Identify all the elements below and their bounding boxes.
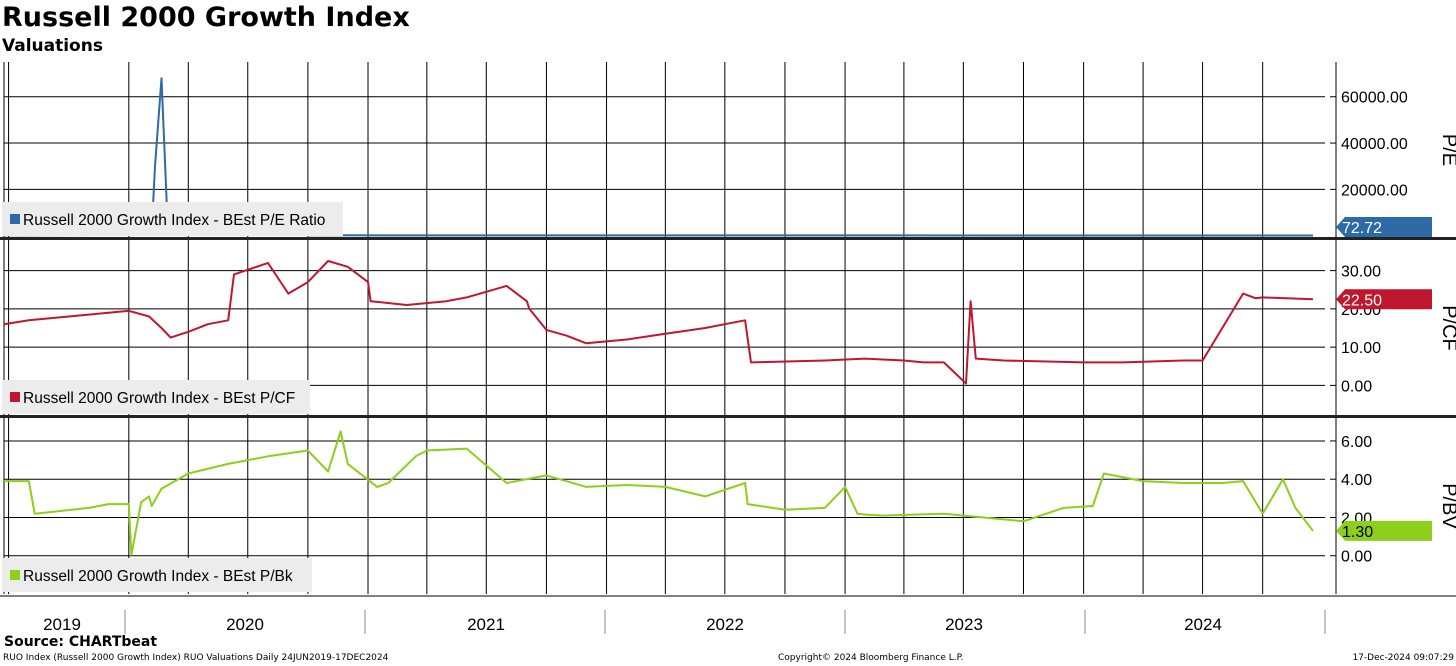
legend-box bbox=[2, 380, 310, 414]
legend-label: Russell 2000 Growth Index - BEst P/CF bbox=[23, 390, 295, 407]
chart-title: Russell 2000 Growth Index bbox=[2, 2, 410, 33]
last-value-badge bbox=[1336, 289, 1432, 310]
y-tick-label: 30.00 bbox=[1341, 264, 1381, 281]
y-tick-label: 40000.00 bbox=[1341, 136, 1408, 153]
y-tick-label: 10.00 bbox=[1341, 340, 1381, 357]
last-value-label: 72.72 bbox=[1342, 220, 1382, 237]
x-tick-label: 2019 bbox=[43, 615, 81, 634]
panel-separator bbox=[0, 237, 1456, 240]
series-line bbox=[4, 430, 1314, 556]
y-axis-title: P/BV bbox=[1438, 483, 1456, 529]
x-tick-label: 2020 bbox=[226, 615, 264, 634]
series-line bbox=[3, 260, 1314, 385]
y-axis-title: P/E bbox=[1438, 134, 1456, 166]
x-tick-label: 2021 bbox=[467, 615, 505, 634]
last-value-label: 22.50 bbox=[1342, 292, 1382, 309]
legend-swatch bbox=[10, 392, 20, 402]
y-tick-label: 60000.00 bbox=[1341, 90, 1408, 107]
y-tick-label: 6.00 bbox=[1341, 434, 1372, 451]
footer-copyright: Copyright© 2024 Bloomberg Finance L.P. bbox=[778, 653, 964, 663]
panel-separator bbox=[0, 415, 1456, 418]
y-tick-label: 20000.00 bbox=[1341, 182, 1408, 199]
legend-swatch bbox=[10, 570, 20, 580]
last-value-badge bbox=[1336, 520, 1432, 541]
y-tick-label: 0.00 bbox=[1341, 378, 1372, 395]
y-axis-title: P/CF bbox=[1438, 305, 1456, 351]
legend-box bbox=[2, 202, 343, 236]
y-tick-label: 0.00 bbox=[1341, 549, 1372, 566]
last-value-badge bbox=[1336, 217, 1432, 237]
legend-box bbox=[2, 558, 312, 592]
x-tick-label: 2022 bbox=[706, 615, 744, 634]
last-value-label: 1.30 bbox=[1342, 524, 1373, 541]
y-tick-label: 4.00 bbox=[1341, 472, 1372, 489]
x-tick-label: 2023 bbox=[945, 615, 983, 634]
x-tick-label: 2024 bbox=[1184, 615, 1222, 634]
footer-index-info: RUO Index (Russell 2000 Growth Index) RU… bbox=[3, 653, 389, 663]
legend-label: Russell 2000 Growth Index - BEst P/Bk bbox=[23, 568, 293, 585]
legend-label: Russell 2000 Growth Index - BEst P/E Rat… bbox=[23, 212, 325, 229]
legend-swatch bbox=[10, 214, 20, 224]
source-label: Source: CHARTbeat bbox=[4, 634, 158, 650]
footer-timestamp: 17-Dec-2024 09:07:29 bbox=[1352, 653, 1454, 663]
chart-subtitle: Valuations bbox=[2, 36, 103, 56]
